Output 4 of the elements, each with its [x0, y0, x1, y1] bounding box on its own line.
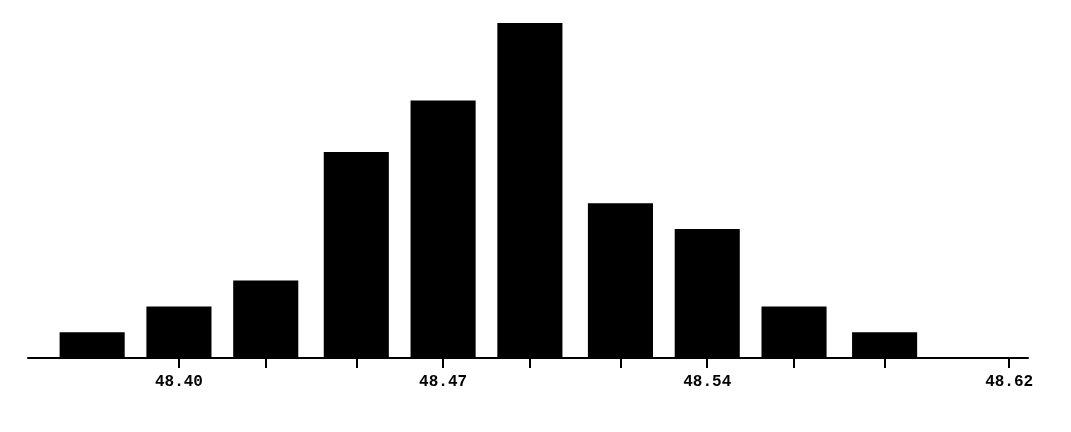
x-tick-label: 48.40: [154, 373, 203, 391]
x-tick-label: 48.47: [419, 373, 468, 391]
x-tick-label: 48.62: [985, 373, 1034, 391]
x-tick-label: 48.54: [683, 373, 732, 391]
